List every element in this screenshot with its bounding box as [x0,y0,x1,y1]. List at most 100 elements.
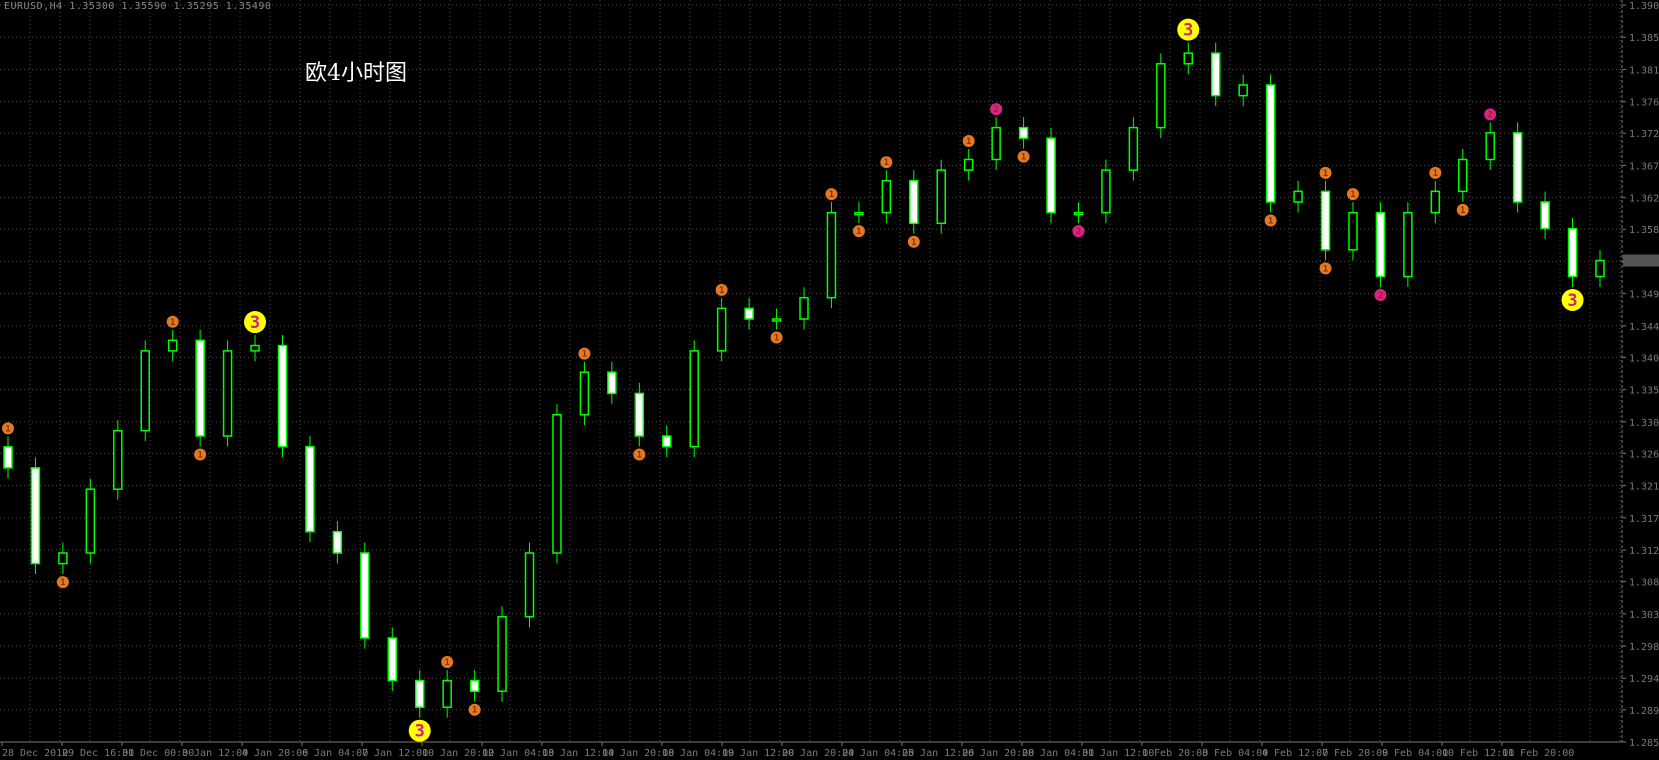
y-tick-label: 1.31250 [1629,546,1659,557]
signal-marker-1 [578,347,591,360]
signal-marker-label: 1 [1433,169,1438,179]
y-tick-label: 1.28970 [1629,706,1659,717]
low-price: 1.35295 [173,1,220,12]
y-tick-label: 1.32630 [1629,449,1659,460]
signal-marker-1 [441,656,454,669]
signal-marker-1 [1429,166,1442,179]
candle-bullish [716,307,727,352]
y-tick-label: 1.35830 [1629,225,1659,236]
signal-marker-label: 3 [250,313,260,333]
signal-marker-label: 1 [472,706,477,716]
signal-marker-label: 1 [911,238,916,248]
current-price-box [1623,254,1659,267]
candle-bullish [113,429,123,490]
x-tick-label: 28 Dec 2010 [2,748,68,759]
signal-marker-1 [880,156,893,169]
candle-bearish [662,435,672,448]
x-tick-label: 7 Feb 20:00 [1322,748,1388,759]
signal-marker-1 [825,188,838,201]
x-tick-label: 4 Jan 20:00 [242,748,308,759]
signal-marker-3 [1561,288,1584,311]
candle-bullish [1458,158,1468,193]
x-tick-label: 31 Dec 00:00 [122,748,194,759]
candle-bearish [607,371,617,395]
signal-marker-label: 1 [5,424,10,434]
signal-marker-label: 1 [774,334,779,344]
signal-marker-1 [56,576,69,589]
y-tick-label: 1.34000 [1629,353,1659,364]
y-tick-label: 1.30340 [1629,610,1659,621]
candle-bearish [1018,126,1029,139]
candle-bullish [854,211,864,216]
signal-marker-1 [2,422,14,435]
y-tick-label: 1.28510 [1629,738,1659,749]
candle-bearish [1375,211,1386,278]
candle-bearish [387,637,398,682]
signal-marker-label: 1 [1268,217,1273,227]
signal-marker-label: 1 [1021,153,1026,163]
candle-bullish [1238,84,1248,97]
signal-marker-label: 1 [637,450,642,460]
x-tick-label: 14 Jan 20:00 [602,748,674,759]
signal-marker-2 [1484,108,1497,121]
x-tick-label: 4 Feb 12:00 [1262,748,1328,759]
signal-marker-3 [1177,18,1200,41]
x-tick-label: 10 Feb 12:00 [1442,748,1514,759]
signal-marker-1 [1319,166,1332,179]
signal-marker-1 [1346,188,1359,201]
candle-bullish [963,158,974,171]
candle-bullish [1073,211,1084,216]
candle-bullish [1156,63,1166,129]
signal-marker-label: 1 [966,137,971,147]
x-tick-label: 3 Feb 04:00 [1202,748,1268,759]
x-tick-label: 29 Dec 16:00 [62,748,134,759]
x-tick-label: 11 Feb 20:00 [1502,748,1574,759]
candle-bullish [1403,211,1413,278]
candle-bullish [799,296,809,320]
candle-bullish [1348,211,1358,251]
candle-bearish [360,552,370,639]
candle-bearish [1567,227,1578,278]
candle-bullish [826,211,837,299]
signal-marker-label: 1 [884,158,889,168]
candle-bearish [1210,52,1221,97]
candle-bullish [1430,190,1441,214]
x-tick-label: 9 Feb 04:00 [1382,748,1448,759]
candle-bullish [250,344,260,352]
signal-marker-label: 1 [444,658,449,668]
x-tick-label: 31 Jan 12:00 [1082,748,1154,759]
candle-bearish [30,467,41,565]
candle-bearish [469,679,480,692]
y-tick-label: 1.29420 [1629,674,1659,685]
signal-marker-1 [770,331,783,344]
x-tick-label: 12 Jan 04:00 [482,748,554,759]
signal-marker-label: 1 [170,318,175,328]
candle-bearish [414,679,425,708]
x-tick-label: 25 Jan 12:00 [902,748,974,759]
signal-marker-2 [1072,225,1085,238]
y-tick-label: 1.33080 [1629,418,1659,429]
candle-bullish [1485,132,1495,161]
x-tick-label: 20 Jan 20:00 [782,748,854,759]
signal-marker-label: 2 [993,105,998,115]
candle-bearish [1265,84,1276,203]
symbol-info: EURUSD,H4 1.35300 1.35590 1.35295 1.3549… [4,1,271,12]
signal-marker-label: 2 [1076,227,1081,237]
signal-marker-1 [1456,203,1469,216]
x-tick-label: 7 Jan 12:00 [362,748,428,759]
x-tick-label: 19 Jan 12:00 [722,748,794,759]
y-tick-label: 1.32170 [1629,482,1659,493]
y-tick-label: 1.38110 [1629,65,1659,76]
candle-bullish [552,413,562,554]
signal-marker-3 [408,719,431,742]
candle-bearish [1512,132,1523,203]
signal-marker-2 [990,103,1003,116]
candle-bullish [58,552,68,565]
signal-marker-label: 2 [1487,110,1492,120]
candle-bullish [1101,169,1111,214]
y-tick-label: 1.37200 [1629,129,1659,140]
candle-bullish [1595,259,1605,278]
y-tick-label: 1.38570 [1629,33,1659,44]
y-tick-label: 1.39030 [1629,1,1659,12]
